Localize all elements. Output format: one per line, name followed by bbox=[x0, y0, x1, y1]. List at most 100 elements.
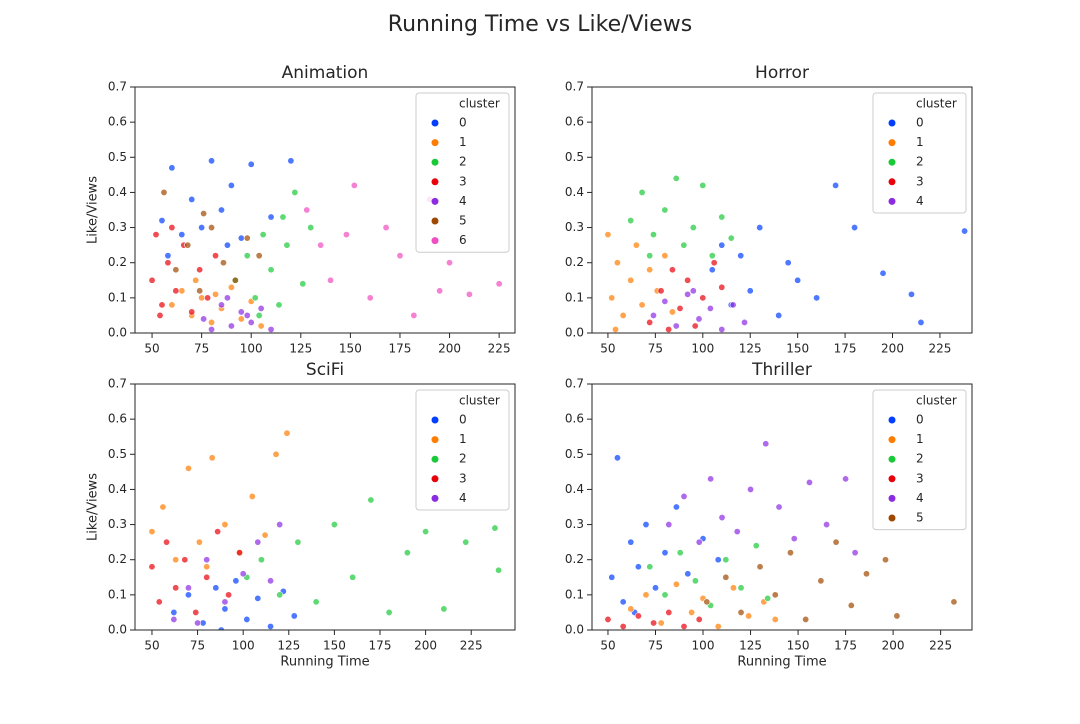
point bbox=[646, 318, 654, 326]
point bbox=[462, 538, 470, 546]
point bbox=[680, 492, 688, 500]
point bbox=[172, 287, 180, 295]
point bbox=[638, 188, 646, 196]
x-tick-label: 100 bbox=[232, 639, 255, 653]
point bbox=[251, 294, 259, 302]
point bbox=[267, 213, 275, 221]
point bbox=[217, 206, 225, 214]
point bbox=[729, 584, 737, 592]
x-tick-label: 50 bbox=[144, 342, 159, 356]
legend-label: 6 bbox=[459, 233, 467, 247]
point bbox=[203, 556, 211, 564]
point bbox=[708, 252, 716, 260]
y-tick-label: 0.3 bbox=[565, 220, 584, 234]
y-tick-label: 0.7 bbox=[565, 377, 584, 391]
legend-label: 0 bbox=[459, 413, 467, 427]
y-tick-label: 0.6 bbox=[565, 412, 584, 426]
legend-label: 2 bbox=[459, 155, 467, 169]
point bbox=[847, 601, 855, 609]
point bbox=[680, 622, 688, 630]
point bbox=[208, 318, 216, 326]
point bbox=[170, 608, 178, 616]
x-tick-label: 100 bbox=[692, 639, 715, 653]
point bbox=[227, 181, 235, 189]
legend-marker bbox=[888, 197, 896, 205]
x-axis-label: Running Time bbox=[280, 655, 369, 670]
point bbox=[627, 605, 635, 613]
y-tick-label: 0.2 bbox=[108, 255, 127, 269]
point bbox=[237, 308, 245, 316]
point bbox=[184, 464, 192, 472]
y-tick-label: 0.2 bbox=[565, 255, 584, 269]
point bbox=[665, 325, 673, 333]
point bbox=[745, 612, 753, 620]
point bbox=[317, 241, 325, 249]
point bbox=[495, 566, 503, 574]
point bbox=[275, 301, 283, 309]
legend-label: 1 bbox=[916, 135, 924, 149]
legend-title: cluster bbox=[459, 394, 500, 408]
point bbox=[661, 549, 669, 557]
point bbox=[160, 188, 168, 196]
x-tick-label: 200 bbox=[882, 639, 905, 653]
point bbox=[756, 563, 764, 571]
point bbox=[350, 181, 358, 189]
point bbox=[184, 241, 192, 249]
point bbox=[221, 521, 229, 529]
point bbox=[208, 224, 216, 232]
point bbox=[699, 294, 707, 302]
point bbox=[237, 234, 245, 242]
legend: cluster 0 1 2 3 4 bbox=[872, 92, 967, 214]
point bbox=[619, 598, 627, 606]
point bbox=[164, 252, 172, 260]
point bbox=[604, 231, 612, 239]
subplot-title: Thriller bbox=[751, 360, 812, 380]
legend-label: 3 bbox=[459, 174, 467, 188]
point bbox=[465, 290, 473, 298]
point bbox=[684, 276, 692, 284]
point bbox=[634, 563, 642, 571]
point bbox=[676, 304, 684, 312]
y-tick-label: 0.1 bbox=[108, 587, 127, 601]
x-tick-label: 150 bbox=[786, 342, 809, 356]
point bbox=[163, 538, 171, 546]
point bbox=[436, 287, 444, 295]
subplot: Horror 50 75 100 125 150 175 200 225 0.0 0.1 0.2 0.3… bbox=[565, 63, 973, 356]
point bbox=[168, 301, 176, 309]
point bbox=[155, 598, 163, 606]
y-tick-label: 0.4 bbox=[108, 185, 127, 199]
point bbox=[243, 615, 251, 623]
point bbox=[695, 615, 703, 623]
point bbox=[775, 503, 783, 511]
point bbox=[851, 224, 859, 232]
point bbox=[727, 234, 735, 242]
point bbox=[771, 591, 779, 599]
x-tick-label: 125 bbox=[739, 639, 762, 653]
x-tick-label: 50 bbox=[600, 342, 615, 356]
point bbox=[651, 584, 659, 592]
point bbox=[255, 311, 263, 319]
point bbox=[267, 266, 275, 274]
point bbox=[168, 164, 176, 172]
point bbox=[227, 322, 235, 330]
point bbox=[181, 556, 189, 564]
legend-title: cluster bbox=[916, 97, 957, 111]
point bbox=[170, 615, 178, 623]
point bbox=[741, 318, 749, 326]
x-tick-label: 100 bbox=[691, 342, 714, 356]
point bbox=[657, 619, 665, 627]
point bbox=[722, 556, 730, 564]
point bbox=[267, 325, 275, 333]
point bbox=[907, 290, 915, 298]
legend-marker bbox=[431, 197, 439, 205]
point bbox=[255, 252, 263, 260]
subplot-title: SciFi bbox=[306, 360, 344, 380]
point bbox=[217, 301, 225, 309]
point bbox=[695, 315, 703, 323]
y-tick-label: 0.7 bbox=[565, 80, 584, 94]
point bbox=[312, 598, 320, 606]
legend-title: cluster bbox=[916, 394, 957, 408]
point bbox=[771, 615, 779, 623]
legend-marker bbox=[431, 119, 439, 127]
